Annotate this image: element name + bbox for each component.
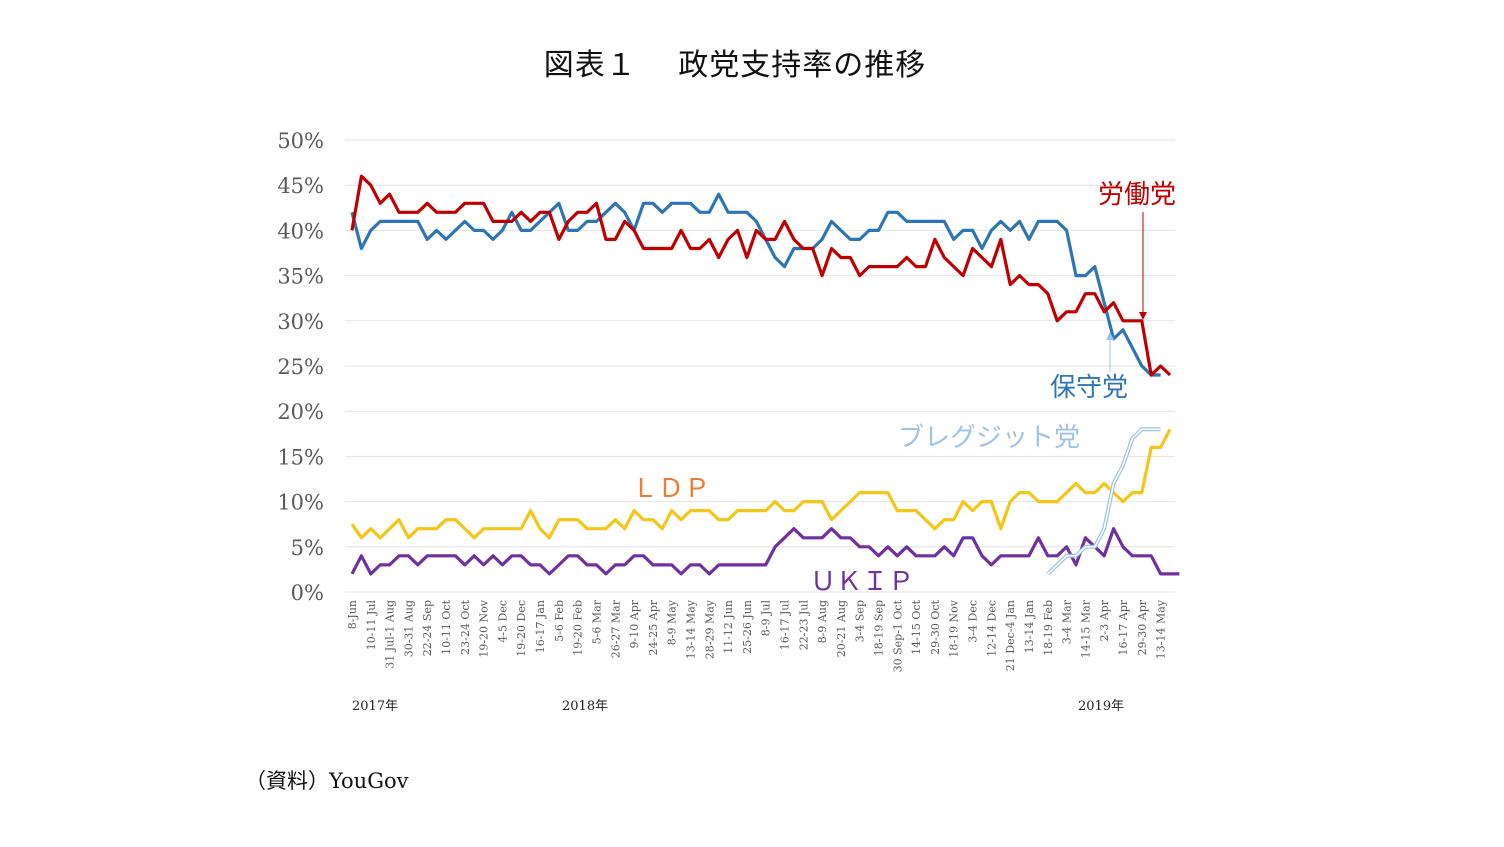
- y-tick-label: 40%: [277, 219, 324, 243]
- annotations: 労働党 保守党 ブレグジット党 ＬＤＰ ＵＫＩＰ: [632, 180, 1176, 597]
- label-ukip: ＵＫＩＰ: [810, 567, 914, 597]
- x-tick-label: 14-15 Oct: [910, 599, 923, 654]
- y-axis: 0% 5% 10% 15% 20% 25% 30% 35% 40% 45% 50%: [277, 129, 324, 605]
- series-line-2: [350, 428, 1172, 540]
- y-tick-label: 15%: [277, 445, 324, 469]
- label-ldp: ＬＤＰ: [632, 474, 710, 504]
- y-tick-label: 0%: [291, 581, 324, 605]
- x-tick-label: 13-14 Jan: [1023, 600, 1036, 653]
- x-tick-label: 28-29 May: [703, 599, 716, 659]
- x-tick-label: 19-20 Nov: [478, 599, 491, 657]
- x-tick-label: 5-6 Mar: [590, 599, 603, 644]
- y-tick-label: 20%: [277, 400, 324, 424]
- x-tick-label: 30-31 Aug: [402, 600, 415, 657]
- x-tick-label: 8-9 Jul: [760, 600, 773, 637]
- y-tick-label: 25%: [277, 355, 324, 379]
- x-tick-label: 16-17 Jan: [534, 600, 547, 653]
- x-tick-label: 23-24 Oct: [459, 599, 472, 654]
- label-labour: 労働党: [1098, 180, 1176, 210]
- x-tick-label: 13-14 May: [1155, 599, 1168, 659]
- year-label: 2018年: [562, 699, 608, 714]
- y-tick-label: 30%: [277, 310, 324, 334]
- series-line-0: [350, 192, 1161, 377]
- y-tick-label: 45%: [277, 174, 324, 198]
- source-note: （資料）YouGov: [245, 769, 409, 793]
- x-tick-label: 10-11 Oct: [440, 599, 453, 654]
- y-tick-label: 5%: [291, 536, 324, 560]
- x-tick-label: 24-25 Apr: [647, 599, 660, 655]
- x-tick-label: 18-19 Feb: [1042, 600, 1055, 656]
- series-line-1: [350, 174, 1172, 377]
- x-tick-label: 25-26 Jun: [741, 600, 754, 654]
- series-line-3: [350, 527, 1180, 576]
- x-tick-label: 29-30 Oct: [929, 599, 942, 654]
- x-tick-label: 10-11 Jul: [365, 600, 378, 651]
- x-tick-label: 16-17 Apr: [1117, 599, 1130, 655]
- x-tick-label: 19-20 Dec: [515, 600, 528, 657]
- series-lines: [350, 174, 1180, 576]
- gridlines: [345, 139, 1175, 593]
- year-label: 2019年: [1078, 699, 1124, 714]
- x-tick-label: 20-21 Aug: [835, 600, 848, 657]
- label-conservative: 保守党: [1050, 373, 1128, 403]
- x-tick-label: 16-17 Jul: [779, 600, 792, 651]
- x-tick-label: 18-19 Sep: [873, 600, 886, 656]
- label-labour-arrowhead: [1139, 312, 1147, 320]
- x-tick-label: 11-12 Jun: [722, 600, 735, 654]
- x-tick-label: 3-4 Sep: [854, 600, 867, 642]
- x-tick-label: 26-27 Mar: [609, 599, 622, 658]
- line-chart: 0% 5% 10% 15% 20% 25% 30% 35% 40% 45% 50% 8-Jun 10-…: [277, 129, 1180, 714]
- x-tick-label: 18-19 Nov: [948, 599, 961, 657]
- x-tick-label: 31 Jul-1 Aug: [384, 600, 397, 669]
- chart-title: 図表１ 政党支持率の推移: [543, 48, 927, 83]
- series-line-brexit-inner: [1047, 428, 1161, 575]
- label-brexit-party: ブレグジット党: [898, 423, 1080, 453]
- x-tick-label: 8-Jun: [346, 600, 359, 629]
- x-tick-label: 4-5 Dec: [496, 600, 509, 643]
- x-tick-label: 19-20 Feb: [572, 600, 585, 656]
- x-tick-label: 30 Sep-1 Oct: [891, 599, 904, 672]
- x-tick-label: 22-23 Jul: [797, 600, 810, 651]
- x-tick-label: 22-24 Sep: [421, 600, 434, 656]
- y-tick-label: 10%: [277, 491, 324, 515]
- y-tick-label: 35%: [277, 265, 324, 289]
- x-tick-label: 5-6 Feb: [553, 600, 566, 642]
- x-tick-label: 3-4 Dec: [967, 600, 980, 643]
- x-tick-label: 12-14 Dec: [985, 600, 998, 657]
- year-label: 2017年: [352, 699, 398, 714]
- x-tick-label: 3-4 Mar: [1061, 599, 1074, 644]
- x-tick-label: 21 Dec-4 Jan: [1004, 600, 1017, 671]
- x-axis: 8-Jun 10-11 Jul 31 Jul-1 Aug 30-31 Aug 22-24…: [346, 599, 1168, 714]
- x-tick-label: 8-9 Aug: [816, 600, 829, 643]
- x-tick-label: 29-30 Apr: [1136, 599, 1149, 655]
- x-tick-label: 8-9 May: [666, 599, 679, 645]
- y-tick-label: 50%: [277, 129, 324, 153]
- x-tick-label: 2-3 Apr: [1098, 599, 1111, 641]
- label-conservative-arrowhead: [1106, 332, 1114, 340]
- x-tick-label: 14-15 Mar: [1079, 599, 1092, 658]
- x-tick-label: 9-10 Apr: [628, 599, 641, 648]
- x-tick-label: 13-14 May: [684, 599, 697, 659]
